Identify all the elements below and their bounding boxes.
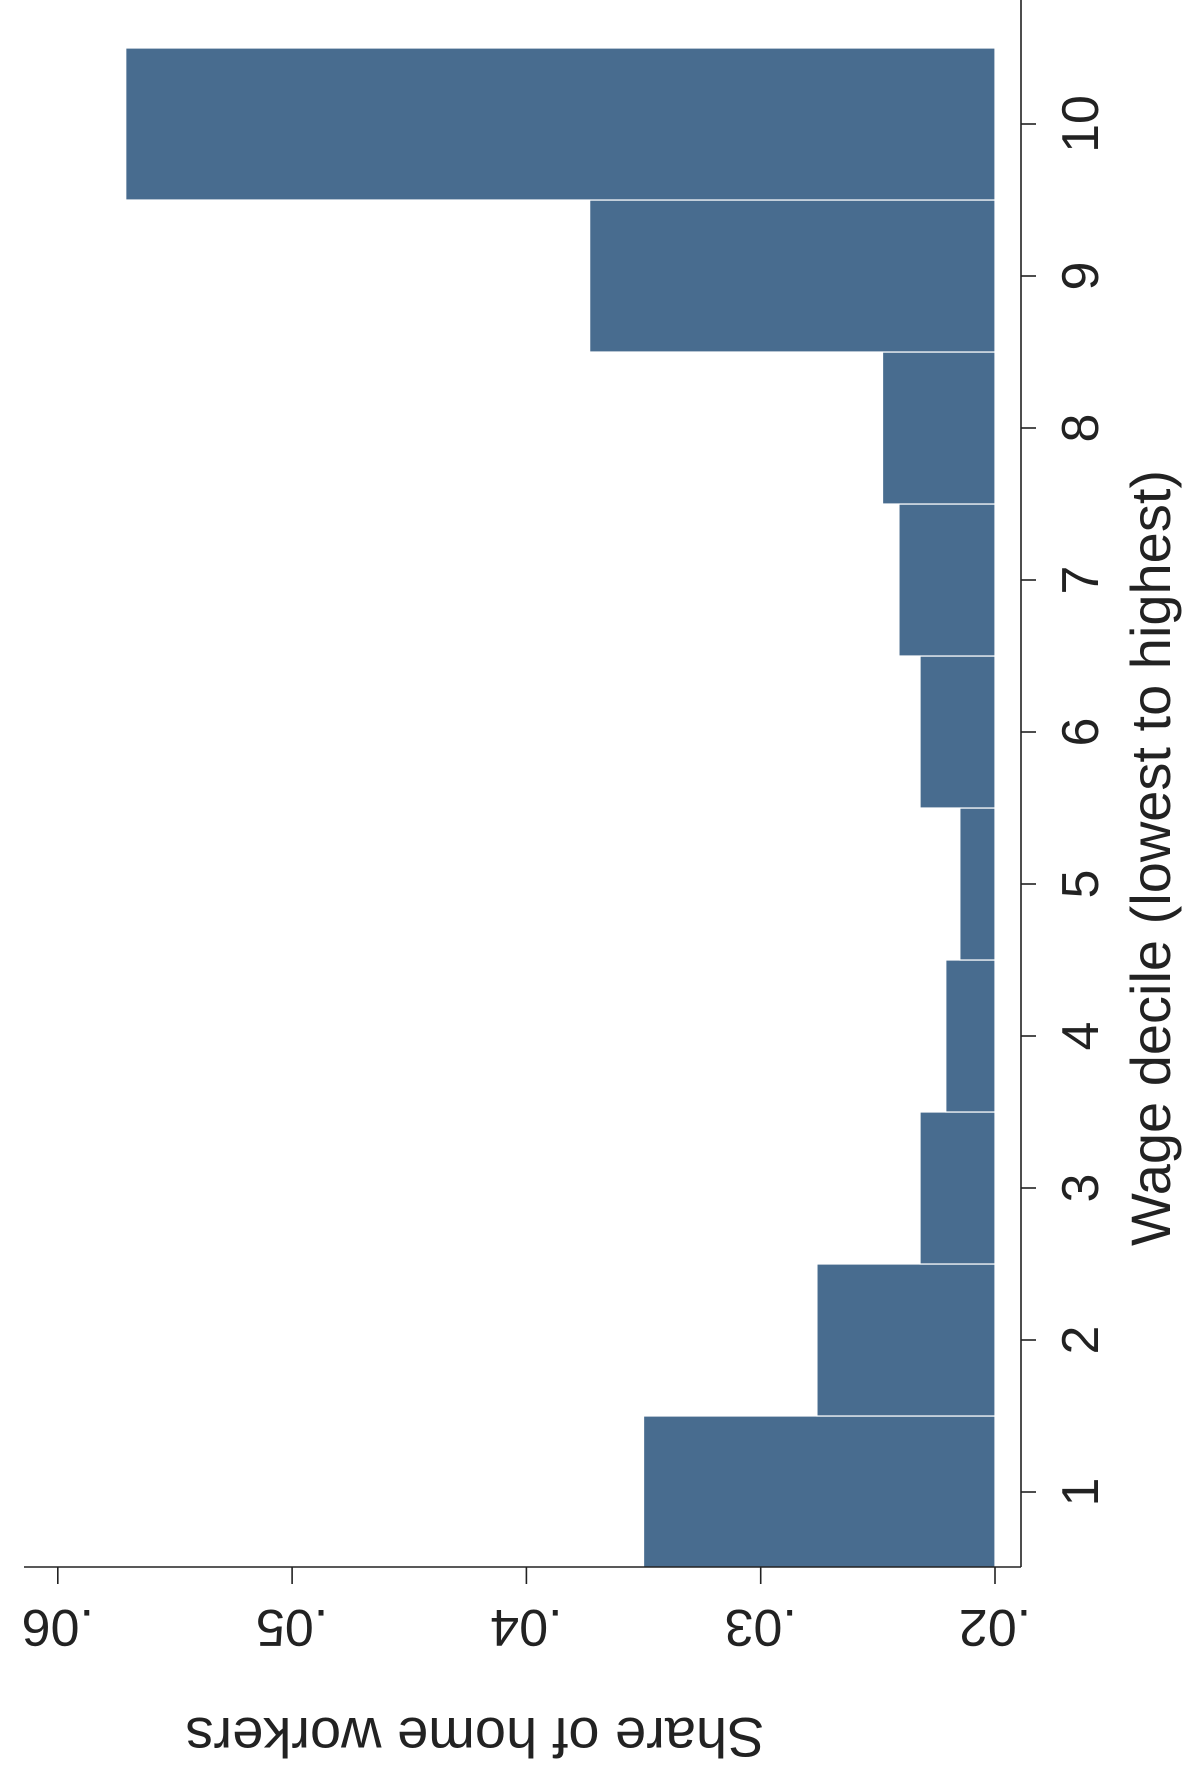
category-tick-label: 4: [1052, 1022, 1110, 1051]
bar-decile-9: [589, 199, 996, 353]
category-tick-label: 8: [1052, 414, 1110, 443]
value-tick-label: .04: [490, 1598, 562, 1656]
bar-decile-1: [642, 1415, 996, 1569]
category-tick-label: 3: [1052, 1174, 1110, 1203]
category-tick-label: 9: [1052, 262, 1110, 291]
value-tick-label: .05: [256, 1598, 328, 1656]
category-tick-label: 1: [1052, 1478, 1110, 1507]
value-tick-label: .02: [959, 1598, 1031, 1656]
category-tick-label: 6: [1052, 718, 1110, 747]
bar-decile-4: [945, 959, 996, 1113]
category-tick-label: 10: [1052, 95, 1110, 153]
bars-group: [125, 47, 996, 1569]
value-tick-label: .03: [725, 1598, 797, 1656]
value-ticks-group: .02 .03 .04 .05 .06: [22, 1567, 1031, 1656]
category-tick-label: 5: [1052, 870, 1110, 899]
value-tick-label: .06: [22, 1598, 94, 1656]
bar-decile-6: [919, 655, 996, 809]
bar-decile-7: [898, 503, 996, 657]
category-tick-label: 2: [1052, 1326, 1110, 1355]
x-axis-title: Wage decile (lowest to highest): [1119, 470, 1182, 1246]
bar-decile-10: [125, 47, 996, 201]
bar-decile-3: [919, 1111, 996, 1265]
y-axis-title: Share of home workers: [186, 1706, 765, 1765]
bar-decile-8: [881, 351, 996, 505]
category-ticks-group: 1 2 3 4 5 6 7 8 9 10: [1021, 95, 1110, 1506]
bar-decile-5: [959, 807, 996, 961]
bar-decile-2: [816, 1263, 996, 1417]
category-tick-label: 7: [1052, 566, 1110, 595]
